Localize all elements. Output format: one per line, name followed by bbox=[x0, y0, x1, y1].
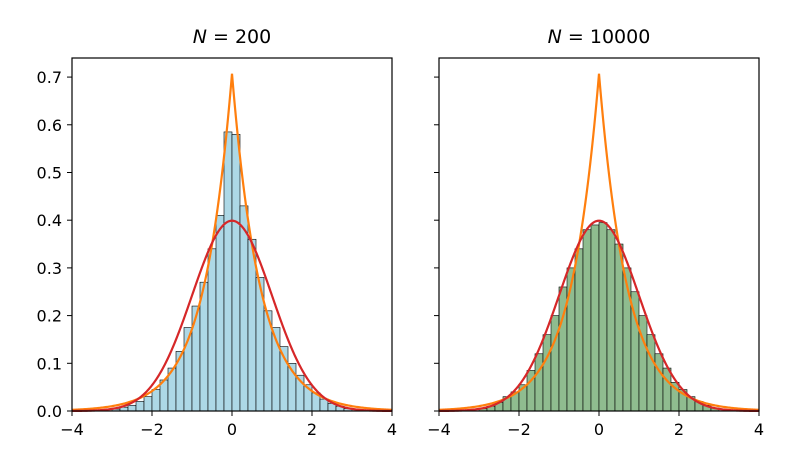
histogram-bar bbox=[662, 367, 672, 412]
histogram-bars bbox=[478, 222, 720, 412]
histogram-bar bbox=[135, 401, 145, 412]
x-tick-label: −2 bbox=[507, 420, 531, 439]
density-curves bbox=[438, 73, 760, 413]
histogram-bar bbox=[231, 134, 241, 412]
title-value: 10000 bbox=[590, 26, 650, 48]
title-equals: = bbox=[562, 26, 590, 48]
title-variable: N bbox=[193, 26, 207, 48]
y-tick-label: 0.3 bbox=[37, 259, 62, 278]
histogram-bar bbox=[191, 305, 201, 412]
histogram-bar bbox=[143, 396, 153, 412]
x-axis-ticks: −4 −2 0 2 4 bbox=[427, 411, 764, 439]
y-axis-ticks: 0.0 0.1 0.2 0.3 0.4 0.5 0.6 0.7 bbox=[37, 68, 72, 421]
x-tick-label: −2 bbox=[140, 420, 164, 439]
x-tick-label: 4 bbox=[387, 420, 397, 439]
density-curves bbox=[71, 73, 393, 413]
y-tick-label: 0.6 bbox=[37, 116, 62, 135]
x-tick-label: 2 bbox=[307, 420, 317, 439]
gaussian-density-curve bbox=[71, 219, 393, 413]
title-variable: N bbox=[548, 26, 562, 48]
title-value: 200 bbox=[235, 26, 271, 48]
x-tick-label: −4 bbox=[60, 420, 84, 439]
x-tick-label: −4 bbox=[427, 420, 451, 439]
laplace-density-curve bbox=[71, 73, 393, 411]
histogram-bar bbox=[151, 389, 161, 412]
y-tick-label: 0.4 bbox=[37, 211, 62, 230]
histogram-bar bbox=[239, 205, 249, 412]
laplace-density-curve bbox=[438, 73, 760, 411]
x-tick-label: 0 bbox=[227, 420, 237, 439]
panel-n-10000: −4 −2 0 2 4 N = 10000 bbox=[427, 26, 764, 439]
histogram-bar bbox=[654, 353, 664, 412]
y-tick-label: 0.2 bbox=[37, 307, 62, 326]
panel-title: N = 10000 bbox=[548, 26, 651, 48]
histogram-bar bbox=[319, 398, 329, 412]
histogram-bar bbox=[614, 243, 624, 412]
histogram-bar bbox=[127, 404, 137, 412]
histogram-bar bbox=[223, 131, 233, 412]
panel-n-200: −4 −2 0 2 4 0.0 0.1 0.2 0.3 0.4 0.5 0.6 0.7 N = 200 bbox=[37, 26, 398, 439]
histogram-bar bbox=[574, 248, 584, 412]
histogram-bar bbox=[542, 334, 552, 412]
gaussian-density-curve bbox=[438, 219, 760, 413]
title-equals: = bbox=[207, 26, 235, 48]
x-tick-label: 2 bbox=[674, 420, 684, 439]
y-tick-label: 0.5 bbox=[37, 163, 62, 182]
histogram-bar bbox=[646, 334, 656, 412]
histogram-bar bbox=[215, 215, 225, 412]
y-axis-ticks bbox=[434, 76, 439, 412]
x-axis-ticks: −4 −2 0 2 4 bbox=[60, 411, 397, 439]
histogram-bar bbox=[534, 353, 544, 412]
y-tick-label: 0.7 bbox=[37, 68, 62, 87]
x-tick-label: 4 bbox=[754, 420, 764, 439]
y-tick-label: 0.1 bbox=[37, 354, 62, 373]
histogram-bars bbox=[111, 131, 353, 412]
histogram-bar bbox=[606, 229, 616, 412]
y-tick-label: 0.0 bbox=[37, 402, 62, 421]
histogram-bar bbox=[582, 229, 592, 412]
histogram-bar bbox=[207, 248, 217, 412]
panel-title: N = 200 bbox=[193, 26, 271, 48]
histogram-bar bbox=[598, 222, 608, 412]
histogram-bar bbox=[590, 224, 600, 412]
x-tick-label: 0 bbox=[594, 420, 604, 439]
